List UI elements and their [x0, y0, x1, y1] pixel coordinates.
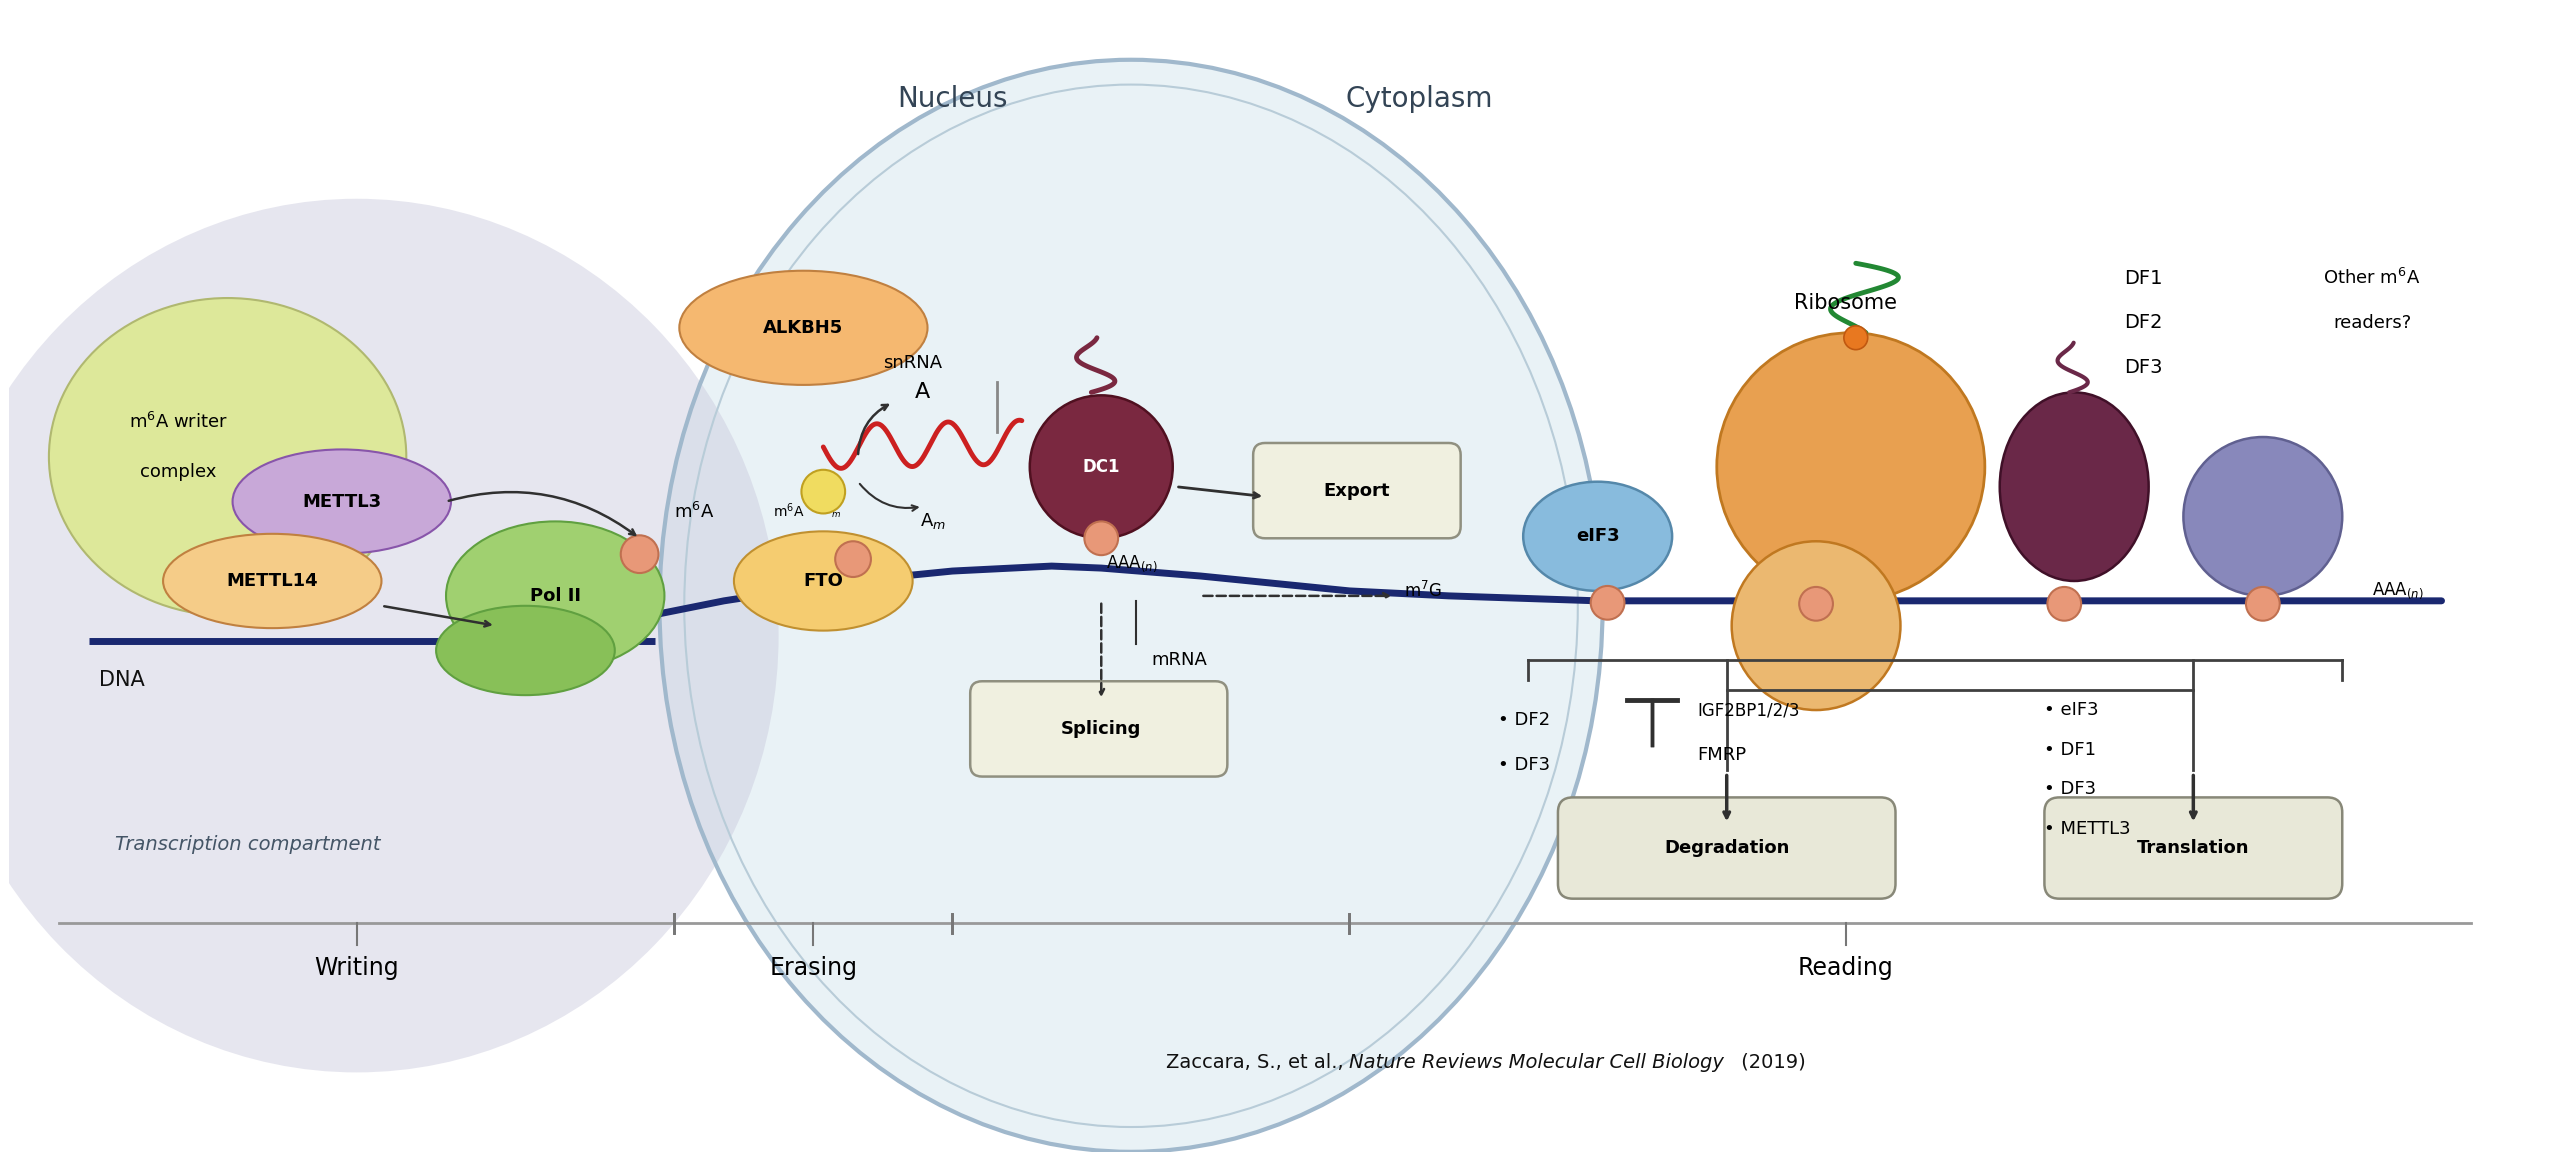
Circle shape: [1030, 395, 1173, 539]
Circle shape: [1844, 326, 1867, 349]
Circle shape: [2183, 437, 2343, 595]
Text: m$^7$G: m$^7$G: [1405, 580, 1441, 601]
Text: DF1: DF1: [2124, 268, 2162, 288]
Ellipse shape: [232, 450, 451, 554]
Circle shape: [2048, 587, 2081, 621]
Text: Writing: Writing: [314, 956, 398, 980]
Text: Splicing: Splicing: [1061, 720, 1142, 738]
Text: AAA$_{(n)}$: AAA$_{(n)}$: [2372, 580, 2422, 601]
Circle shape: [1591, 586, 1624, 620]
Ellipse shape: [436, 606, 615, 695]
Ellipse shape: [1522, 482, 1673, 591]
Text: A$_m$: A$_m$: [921, 511, 946, 532]
Text: • DF2: • DF2: [1499, 711, 1550, 729]
Text: Nucleus: Nucleus: [898, 86, 1007, 113]
FancyBboxPatch shape: [1558, 798, 1895, 898]
Circle shape: [1800, 587, 1833, 621]
Circle shape: [1731, 541, 1900, 710]
Text: Pol II: Pol II: [530, 587, 581, 605]
Text: (2019): (2019): [1734, 1053, 1805, 1072]
FancyBboxPatch shape: [1252, 443, 1461, 539]
Circle shape: [620, 535, 658, 573]
Circle shape: [1084, 521, 1117, 555]
Text: • METTL3: • METTL3: [2045, 820, 2132, 838]
Text: A: A: [915, 383, 931, 402]
Text: AAA$_{(n)}$: AAA$_{(n)}$: [1107, 554, 1158, 575]
Ellipse shape: [446, 521, 666, 670]
Text: complex: complex: [140, 462, 217, 481]
Text: m$^6$A writer: m$^6$A writer: [128, 412, 227, 432]
Circle shape: [801, 469, 844, 513]
Ellipse shape: [1999, 392, 2150, 581]
Text: DF3: DF3: [2124, 358, 2162, 377]
Text: DNA: DNA: [99, 670, 145, 690]
Text: • DF3: • DF3: [2045, 780, 2096, 799]
Ellipse shape: [678, 271, 928, 385]
Text: Nature Reviews Molecular Cell Biology: Nature Reviews Molecular Cell Biology: [1349, 1053, 1724, 1072]
Text: eIF3: eIF3: [1576, 527, 1619, 546]
Ellipse shape: [660, 60, 1601, 1151]
Text: Ribosome: Ribosome: [1795, 292, 1897, 313]
Text: • DF3: • DF3: [1499, 756, 1550, 773]
Text: METTL14: METTL14: [227, 572, 319, 590]
Text: snRNA: snRNA: [882, 354, 941, 371]
Text: Cytoplasm: Cytoplasm: [1346, 86, 1492, 113]
Text: Zaccara, S., et al.,: Zaccara, S., et al.,: [1165, 1053, 1349, 1072]
Text: mRNA: mRNA: [1150, 651, 1206, 669]
Text: readers?: readers?: [2333, 313, 2412, 332]
Circle shape: [1716, 333, 1984, 601]
Ellipse shape: [48, 298, 405, 616]
Text: Translation: Translation: [2137, 839, 2249, 857]
Text: DF2: DF2: [2124, 313, 2162, 333]
Text: Reading: Reading: [1798, 956, 1895, 980]
Text: • eIF3: • eIF3: [2045, 701, 2099, 719]
Text: DC1: DC1: [1084, 458, 1119, 476]
Text: IGF2BP1/2/3: IGF2BP1/2/3: [1696, 701, 1800, 719]
Text: $_m$: $_m$: [831, 506, 842, 519]
Text: FMRP: FMRP: [1696, 746, 1747, 764]
FancyBboxPatch shape: [2045, 798, 2343, 898]
Text: m$^6$A: m$^6$A: [773, 502, 803, 520]
Text: Transcription compartment: Transcription compartment: [115, 835, 380, 853]
Ellipse shape: [163, 534, 382, 628]
Text: FTO: FTO: [803, 572, 844, 590]
Text: ALKBH5: ALKBH5: [762, 319, 844, 336]
Text: Export: Export: [1323, 482, 1390, 499]
Circle shape: [2247, 587, 2280, 621]
Circle shape: [836, 541, 872, 577]
Text: m$^6$A: m$^6$A: [673, 502, 714, 521]
Text: METTL3: METTL3: [303, 492, 382, 511]
Ellipse shape: [0, 199, 778, 1073]
Ellipse shape: [734, 532, 913, 631]
Text: Erasing: Erasing: [770, 956, 857, 980]
Text: Degradation: Degradation: [1665, 839, 1790, 857]
Text: Other m$^6$A: Other m$^6$A: [2323, 268, 2420, 288]
FancyBboxPatch shape: [969, 681, 1227, 777]
Text: • DF1: • DF1: [2045, 741, 2096, 758]
